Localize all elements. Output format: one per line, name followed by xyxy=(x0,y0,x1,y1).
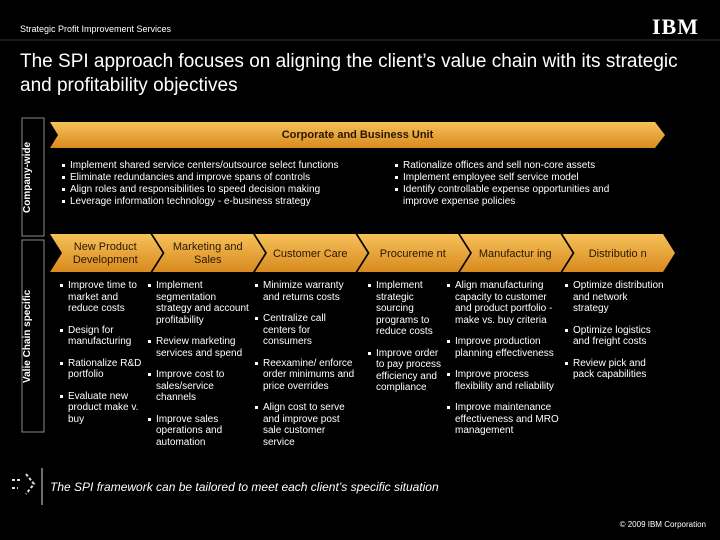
sidebar-box xyxy=(21,117,45,237)
chevron xyxy=(152,234,265,272)
bullet-list: Align manufacturing capacity to customer… xyxy=(447,280,562,447)
chevron-label: Distributio n xyxy=(588,247,647,260)
chevron-label: Procureme nt xyxy=(379,247,446,260)
bullet-list: Rationalize offices and sell non-core as… xyxy=(395,160,645,208)
bullet: Rationalize offices and sell non-core as… xyxy=(395,160,645,172)
sidebar-box xyxy=(21,239,45,433)
chevron xyxy=(50,234,163,272)
chevron-label: Marketing and Sales xyxy=(172,241,243,266)
bullet: Leverage information technology - e-busi… xyxy=(62,196,382,208)
bullet: Identify controllable expense opportunit… xyxy=(395,184,645,208)
sidebar-label: Company-wide xyxy=(22,141,33,213)
bullet-list: Optimize distribution and network strate… xyxy=(565,280,665,391)
bullet: Eliminate redundancies and improve spans… xyxy=(62,172,382,184)
bullet-list: Implement strategic sourcing programs to… xyxy=(368,280,446,404)
bullet: Implement segmentation strategy and acco… xyxy=(148,280,253,326)
bullet: Reexamine/ enforce order minimums and pr… xyxy=(255,358,355,393)
bullet: Centralize call centers for consumers xyxy=(255,313,355,348)
bullet: Implement employee self service model xyxy=(395,172,645,184)
bullet: Improve production planning effectivenes… xyxy=(447,336,562,359)
bullet: Improve time to market and reduce costs xyxy=(60,280,150,315)
bullet: Implement shared service centers/outsour… xyxy=(62,160,382,172)
chevron xyxy=(255,234,368,272)
bullet-list: Implement shared service centers/outsour… xyxy=(62,160,382,208)
title: The SPI approach focuses on aligning the… xyxy=(20,51,678,96)
chevron-label: New Product Development xyxy=(72,241,138,266)
section-label: Strategic Profit Improvement Services xyxy=(20,24,172,34)
chevron xyxy=(562,234,675,272)
corporate-label: Corporate and Business Unit xyxy=(281,129,434,141)
bullet: Optimize logistics and freight costs xyxy=(565,325,665,348)
chevron-label: Customer Care xyxy=(272,247,348,260)
bullet-list: Improve time to market and reduce costs D… xyxy=(60,280,150,435)
bullet: Align cost to serve and improve post sal… xyxy=(255,402,355,448)
bullet: Rationalize R&D portfolio xyxy=(60,358,150,381)
bullet: Improve order to pay process efficiency … xyxy=(368,348,446,394)
chevron xyxy=(460,234,573,272)
bullet: Minimize warranty and returns costs xyxy=(255,280,355,303)
bullet: Improve sales operations and automation xyxy=(148,414,253,449)
bullet: Evaluate new product make v. buy xyxy=(60,391,150,426)
chevron-label: Manufactur ing xyxy=(478,247,552,260)
bullet: Improve maintenance effectiveness and MR… xyxy=(447,402,562,437)
bullet-list: Minimize warranty and returns costs Centr… xyxy=(255,280,355,458)
bullet: Review marketing services and spend xyxy=(148,336,253,359)
logo: IBM xyxy=(652,14,699,39)
footer-note: The SPI framework can be tailored to mee… xyxy=(50,480,439,494)
bullet-list: Implement segmentation strategy and acco… xyxy=(148,280,253,458)
arrow-icon xyxy=(12,473,36,495)
copyright: © 2009 IBM Corporation xyxy=(619,520,706,529)
bullet: Improve process flexibility and reliabil… xyxy=(447,369,562,392)
bullet: Optimize distribution and network strate… xyxy=(565,280,665,315)
corporate-arrow xyxy=(50,122,665,148)
bullet: Improve cost to sales/service channels xyxy=(148,369,253,404)
bullet: Align roles and responsibilities to spee… xyxy=(62,184,382,196)
bullet: Design for manufacturing xyxy=(60,325,150,348)
bullet: Review pick and pack capabilities xyxy=(565,358,665,381)
sidebar-label: Valie Chain specific xyxy=(22,289,33,383)
bullet: Implement strategic sourcing programs to… xyxy=(368,280,446,338)
chevron xyxy=(357,234,470,272)
bullet: Align manufacturing capacity to customer… xyxy=(447,280,562,326)
chevrons xyxy=(50,234,675,272)
